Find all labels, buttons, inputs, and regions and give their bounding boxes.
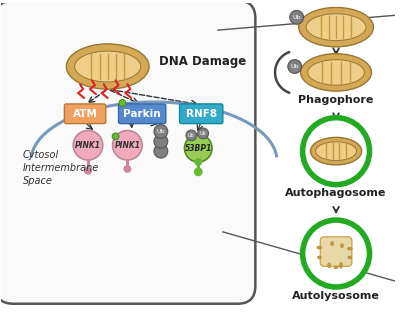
Ellipse shape — [348, 256, 352, 259]
Text: Autophagosome: Autophagosome — [285, 189, 387, 199]
Text: ATM: ATM — [73, 109, 98, 119]
Text: DNA Damage: DNA Damage — [159, 55, 246, 68]
Ellipse shape — [328, 263, 331, 268]
Text: 53BP1: 53BP1 — [185, 144, 212, 153]
Circle shape — [302, 220, 370, 287]
Circle shape — [124, 165, 131, 173]
Text: Ub: Ub — [188, 133, 195, 138]
Ellipse shape — [317, 246, 322, 249]
Ellipse shape — [340, 262, 342, 268]
Circle shape — [154, 125, 168, 138]
Circle shape — [184, 134, 212, 162]
Circle shape — [194, 167, 203, 176]
Circle shape — [288, 60, 302, 73]
Text: Parkin: Parkin — [123, 109, 161, 119]
Ellipse shape — [340, 244, 344, 248]
Ellipse shape — [306, 14, 366, 40]
Text: Intermembrane
Space: Intermembrane Space — [23, 163, 99, 186]
Circle shape — [112, 133, 119, 140]
Text: PINK1: PINK1 — [75, 141, 101, 150]
Circle shape — [290, 10, 304, 24]
FancyBboxPatch shape — [0, 1, 255, 304]
Text: Ub: Ub — [157, 129, 165, 134]
Text: Ub: Ub — [200, 131, 206, 136]
Ellipse shape — [299, 7, 374, 47]
FancyBboxPatch shape — [64, 104, 106, 124]
FancyBboxPatch shape — [180, 104, 223, 124]
Circle shape — [186, 130, 197, 141]
Circle shape — [302, 118, 370, 185]
Circle shape — [194, 158, 202, 166]
Circle shape — [84, 167, 92, 175]
Ellipse shape — [308, 60, 364, 85]
Circle shape — [119, 99, 126, 106]
Ellipse shape — [317, 256, 321, 259]
Circle shape — [154, 134, 168, 148]
Circle shape — [198, 128, 208, 139]
Circle shape — [154, 144, 168, 158]
Circle shape — [73, 130, 103, 160]
FancyBboxPatch shape — [320, 237, 352, 266]
Ellipse shape — [66, 44, 149, 89]
Text: Ub: Ub — [292, 15, 301, 20]
Text: Autolysosome: Autolysosome — [292, 291, 380, 301]
Ellipse shape — [301, 54, 372, 91]
Ellipse shape — [331, 242, 334, 246]
Text: Phagophore: Phagophore — [298, 95, 374, 105]
Ellipse shape — [316, 142, 356, 161]
Text: Ub: Ub — [290, 64, 299, 69]
Text: PINK1: PINK1 — [114, 141, 140, 150]
FancyBboxPatch shape — [118, 104, 166, 124]
Ellipse shape — [75, 51, 141, 82]
Text: Cytosol: Cytosol — [23, 150, 59, 160]
Ellipse shape — [347, 247, 352, 250]
Ellipse shape — [334, 266, 338, 269]
Circle shape — [113, 130, 142, 160]
Ellipse shape — [310, 137, 362, 165]
Text: RNF8: RNF8 — [186, 109, 217, 119]
